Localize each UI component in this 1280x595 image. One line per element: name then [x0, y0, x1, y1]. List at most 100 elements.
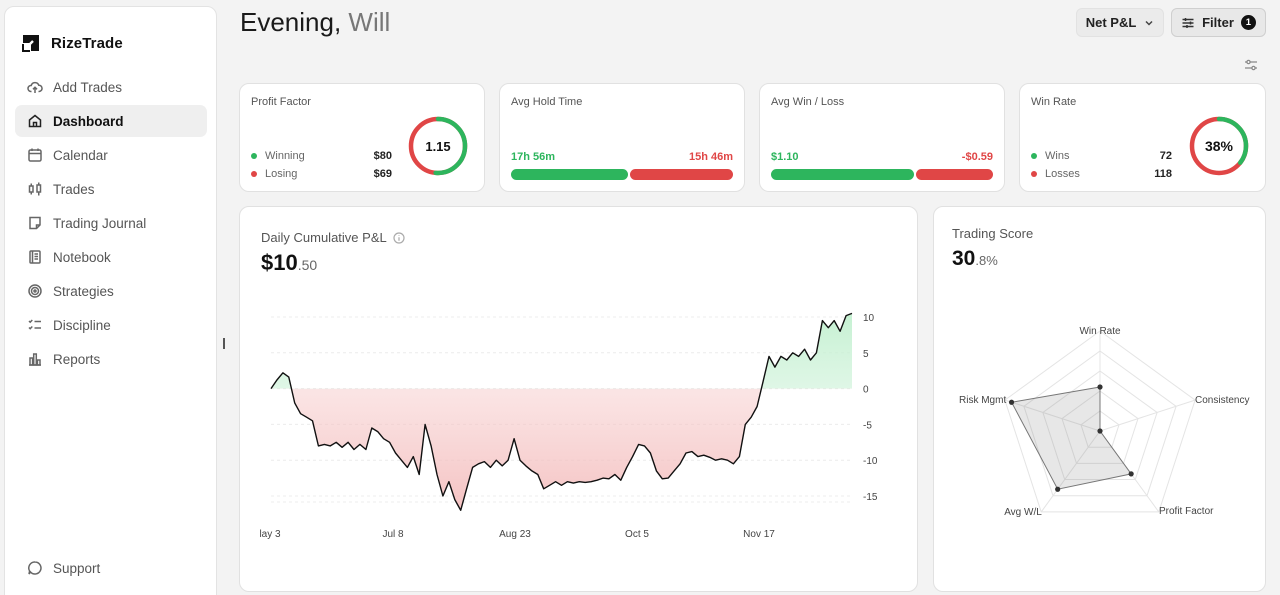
- sidebar-item-trades[interactable]: Trades: [15, 173, 207, 205]
- card-title: Profit Factor: [251, 96, 311, 108]
- radar-point: [1097, 384, 1103, 390]
- sidebar-item-label: Dashboard: [53, 113, 124, 129]
- notebook-icon: [29, 250, 41, 264]
- wins-label: Wins: [1045, 150, 1070, 162]
- radar-point: [1097, 428, 1103, 434]
- losses-row: Losses 118: [1031, 168, 1172, 180]
- ring-win-arc: [1189, 116, 1249, 176]
- losing-value: $69: [373, 168, 392, 180]
- pnl-total-decimal: .50: [297, 257, 318, 273]
- red-dot-icon: [251, 171, 257, 177]
- metric-select-value: Net P&L: [1085, 15, 1137, 30]
- loss-hold-value: 15h 46m: [688, 151, 733, 163]
- chat-bubble-icon: [28, 561, 42, 575]
- wins-value: 72: [1159, 150, 1172, 162]
- candles-icon: [28, 182, 42, 196]
- bar-loss-segment: [916, 169, 993, 180]
- card-title: Avg Win / Loss: [771, 96, 845, 108]
- wins-row: Wins 72: [1031, 150, 1172, 162]
- y-tick-label: 5: [863, 349, 869, 360]
- cloud-upload-icon: [27, 81, 43, 93]
- losses-label: Losses: [1045, 168, 1080, 180]
- chevron-down-icon: [1145, 20, 1153, 26]
- radar-point: [1055, 486, 1061, 492]
- radar-grid-ring: [1080, 410, 1120, 448]
- y-tick-label: -10: [863, 456, 878, 467]
- radar-point: [1008, 399, 1015, 405]
- radar-spoke: [1040, 430, 1101, 513]
- chart-title-text: Daily Cumulative P&L: [261, 230, 387, 245]
- radar-axis-label: Risk Mgmt: [959, 395, 1006, 406]
- avg-win-value: $1.10: [771, 151, 799, 163]
- loss-area: [291, 388, 762, 511]
- avg-hold-time-card: Avg Hold Time 17h 56m 15h 46m: [499, 83, 745, 192]
- info-icon[interactable]: [393, 231, 405, 244]
- win-rate-ring: 38%: [1189, 116, 1249, 176]
- x-tick-label: Oct 5: [625, 529, 649, 540]
- sliders-icon: [1182, 17, 1194, 28]
- sidebar-item-label: Discipline: [53, 317, 111, 333]
- trading-score-radar: Win Rate Consistency Profit Factor Avg W/L R…: [959, 326, 1249, 518]
- profit-area: [271, 313, 852, 389]
- radar-axis-label: Win Rate: [1079, 326, 1121, 337]
- sidebar-item-trading-journal[interactable]: Trading Journal: [15, 207, 207, 239]
- sidebar-item-notebook[interactable]: Notebook: [15, 241, 207, 273]
- bar-win-segment: [511, 169, 629, 180]
- rizetrade-logo-icon: [22, 35, 39, 52]
- losses-value: 118: [1154, 168, 1172, 180]
- green-dot-icon: [251, 153, 257, 159]
- red-dot-icon: [1031, 171, 1037, 177]
- radar-axis-label: Consistency: [1195, 395, 1249, 406]
- sidebar-item-add-trades[interactable]: Add Trades: [15, 71, 207, 103]
- y-tick-label: -15: [863, 492, 878, 503]
- greeting-text: Evening,: [240, 7, 342, 37]
- x-tick-label: Nov 17: [743, 529, 775, 540]
- radar-score-area: [1010, 386, 1133, 490]
- score-value: 30.8%: [952, 247, 998, 271]
- filter-count-badge: 1: [1240, 15, 1256, 30]
- winning-value: $80: [373, 150, 392, 162]
- sidebar-item-label: Trading Journal: [53, 215, 147, 231]
- trading-score-card: Win Rate Consistency Profit Factor Avg W/L R…: [933, 206, 1266, 592]
- sidebar-resize-handle[interactable]: [223, 338, 225, 349]
- pnl-chart: 10 5 0 -5 -10 -15 lay 3 Jul 8 Aug 23 Oct 5 Nov 17: [259, 312, 878, 540]
- bar-win-segment: [771, 169, 915, 180]
- score-value-main: 30: [952, 247, 976, 270]
- chart-title: Daily Cumulative P&L: [261, 230, 405, 245]
- score-title: Trading Score: [952, 226, 1034, 241]
- bar-labels: 17h 56m 15h 46m: [511, 151, 733, 163]
- sidebar-nav: Add Trades Dashboard Calendar Trades Tra…: [15, 71, 207, 377]
- sidebar-item-calendar[interactable]: Calendar: [15, 139, 207, 171]
- support-link[interactable]: Support: [27, 560, 100, 576]
- radar-grid-ring: [1004, 330, 1196, 513]
- radar-axis-label: Avg W/L: [1004, 507, 1042, 518]
- y-tick-label: -5: [863, 420, 872, 431]
- green-dot-icon: [1031, 153, 1037, 159]
- pnl-total-main: $10: [261, 250, 298, 275]
- bar-labels: $1.10 -$0.59: [771, 151, 993, 163]
- calendar-icon: [28, 148, 42, 162]
- losing-row: Losing $69: [251, 168, 392, 180]
- win-rate-card: Win Rate Wins 72 Losses 118 38%: [1019, 83, 1266, 192]
- sidebar-item-discipline[interactable]: Discipline: [15, 309, 207, 341]
- pnl-total: $10.50: [261, 250, 317, 276]
- brand[interactable]: RizeTrade: [21, 33, 123, 53]
- card-title: Win Rate: [1031, 96, 1077, 108]
- metric-select[interactable]: Net P&L: [1076, 8, 1164, 37]
- sidebar-item-label: Strategies: [53, 283, 114, 299]
- bar-loss-segment: [630, 169, 733, 180]
- sidebar-item-reports[interactable]: Reports: [15, 343, 207, 375]
- filter-button[interactable]: Filter 1: [1171, 8, 1266, 37]
- win-hold-value: 17h 56m: [511, 151, 556, 163]
- radar-spoke: [1004, 399, 1101, 432]
- brand-name: RizeTrade: [51, 34, 123, 52]
- radar-point: [1128, 471, 1134, 477]
- win-loss-bar: [771, 169, 993, 180]
- sidebar-item-strategies[interactable]: Strategies: [15, 275, 207, 307]
- support-label: Support: [53, 560, 101, 576]
- sidebar-item-label: Reports: [53, 351, 101, 367]
- customize-widgets-button[interactable]: [1244, 58, 1258, 72]
- y-tick-label: 10: [863, 313, 875, 324]
- radar-grid-ring: [1023, 350, 1177, 497]
- sidebar-item-dashboard[interactable]: Dashboard: [15, 105, 207, 137]
